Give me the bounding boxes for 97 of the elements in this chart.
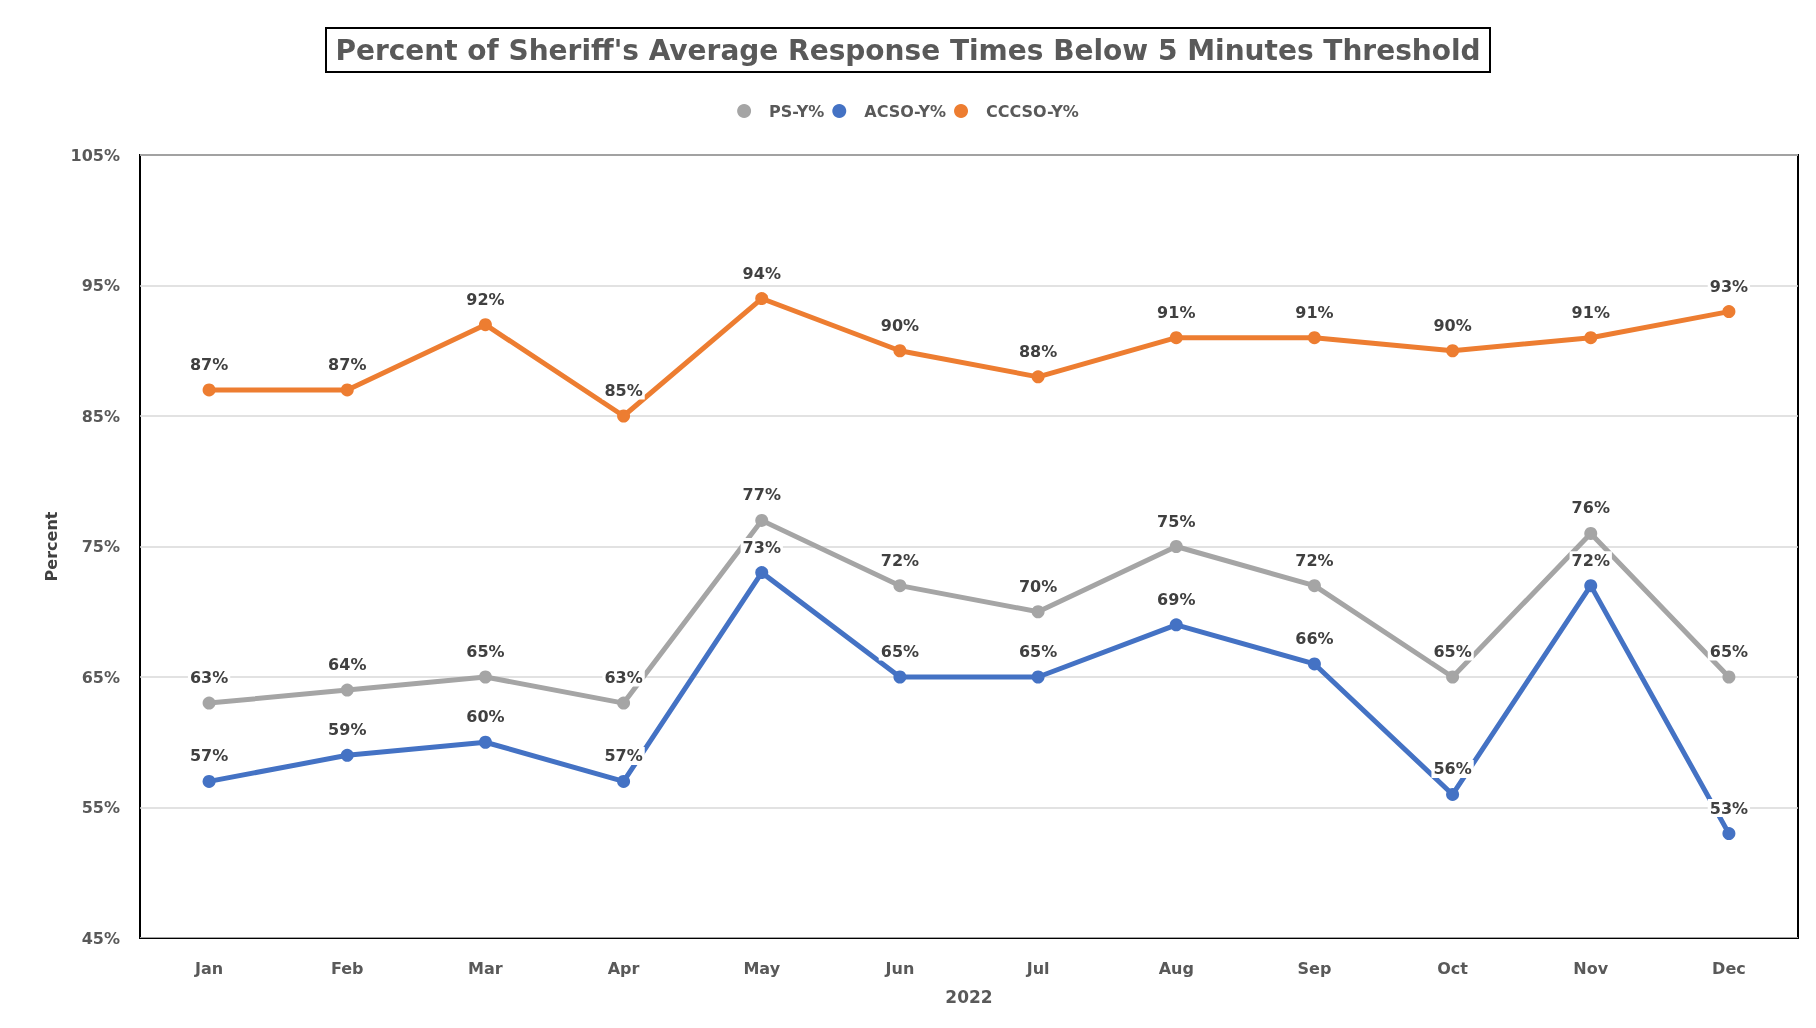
data-label: 91%	[1157, 302, 1196, 322]
data-label: 56%	[1433, 759, 1472, 779]
point	[617, 696, 631, 710]
data-label: 64%	[328, 655, 367, 675]
data-label: 57%	[189, 746, 229, 766]
data-label: 70%	[1018, 576, 1058, 596]
data-label: 90%	[1433, 315, 1472, 335]
data-label: 63%	[189, 668, 229, 688]
data-label: 65%	[1709, 642, 1749, 661]
point	[1031, 605, 1045, 619]
data-label: 72%	[1571, 550, 1610, 570]
y-tick-label: 45%	[81, 928, 120, 948]
data-label: 92%	[466, 289, 505, 309]
data-label: 76%	[1571, 498, 1610, 518]
point	[1169, 331, 1183, 345]
point	[1307, 331, 1321, 345]
point	[1722, 305, 1736, 319]
x-axis-title: 2022	[945, 986, 993, 1007]
y-tick-label: 85%	[81, 406, 120, 426]
point	[755, 513, 769, 527]
data-label: 63%	[604, 668, 643, 688]
chart-title: Percent of Sheriff's Average Response Times Below 5 Minutes Threshold	[335, 33, 1481, 67]
data-label: 65%	[466, 642, 505, 661]
legend-label: CCCSO-Y%	[986, 101, 1079, 121]
y-axis-title: Percent	[42, 511, 62, 582]
data-label: 93%	[1709, 276, 1749, 296]
point	[1446, 670, 1460, 684]
point	[1446, 344, 1460, 358]
data-label: 65%	[1018, 642, 1058, 661]
data-label: 57%	[604, 746, 643, 766]
point	[478, 735, 492, 749]
point	[1446, 787, 1460, 801]
y-tick-label: 55%	[81, 798, 120, 817]
data-label: 69%	[1157, 589, 1196, 609]
point	[478, 670, 492, 684]
data-label: 87%	[328, 354, 367, 374]
x-tick-label: Jul	[1025, 958, 1050, 978]
x-tick-label: May	[743, 958, 781, 978]
x-tick-label: Mar	[468, 958, 503, 978]
y-tick-label: 95%	[81, 276, 120, 295]
point	[1307, 579, 1321, 593]
point	[893, 579, 907, 593]
x-tick-label: Nov	[1573, 958, 1609, 978]
point	[1584, 526, 1598, 540]
point	[1584, 579, 1598, 593]
legend-label: ACSO-Y%	[864, 101, 947, 121]
data-label: 91%	[1571, 302, 1610, 322]
data-label: 87%	[189, 354, 229, 374]
data-label: 91%	[1295, 302, 1334, 322]
data-label: 90%	[880, 315, 920, 335]
point	[1722, 827, 1736, 841]
point	[1031, 370, 1045, 384]
y-tick-label: 105%	[70, 145, 120, 165]
data-label: 73%	[742, 537, 781, 557]
data-label: 94%	[742, 263, 781, 283]
x-tick-label: Dec	[1712, 958, 1746, 978]
point	[1307, 657, 1321, 671]
point	[893, 670, 907, 684]
x-tick-label: Jan	[194, 958, 224, 978]
point	[478, 318, 492, 332]
data-label: 85%	[604, 381, 643, 400]
data-label: 59%	[328, 720, 367, 740]
point	[893, 344, 907, 358]
point	[617, 409, 631, 423]
data-label: 65%	[1433, 642, 1472, 661]
y-tick-label: 75%	[81, 537, 120, 556]
data-label: 65%	[880, 642, 920, 661]
x-tick-label: Jun	[884, 958, 915, 978]
point	[755, 566, 769, 580]
point	[617, 774, 631, 788]
legend-label: PS-Y%	[769, 101, 825, 121]
x-tick-label: Feb	[330, 958, 364, 978]
x-tick-label: Apr	[607, 958, 640, 978]
data-label: 60%	[466, 707, 505, 727]
point	[202, 383, 216, 397]
y-tick-label: 65%	[81, 667, 120, 687]
point	[1169, 540, 1183, 553]
point	[340, 383, 354, 397]
x-tick-label: Sep	[1297, 958, 1332, 978]
point	[755, 292, 769, 306]
data-label: 72%	[1295, 550, 1334, 570]
point	[202, 774, 216, 788]
data-label: 72%	[880, 550, 920, 570]
point	[202, 696, 216, 710]
x-tick-label: Oct	[1437, 958, 1469, 978]
data-label: 88%	[1018, 341, 1058, 361]
point	[1584, 331, 1598, 345]
data-label: 53%	[1709, 798, 1749, 818]
point	[340, 748, 354, 762]
data-label: 77%	[742, 485, 781, 505]
point	[340, 683, 354, 697]
x-tick-label: Aug	[1158, 958, 1194, 978]
point	[1169, 618, 1183, 632]
point	[1031, 670, 1045, 684]
point	[1722, 670, 1736, 684]
data-label: 75%	[1157, 511, 1196, 531]
data-label: 66%	[1295, 628, 1334, 648]
